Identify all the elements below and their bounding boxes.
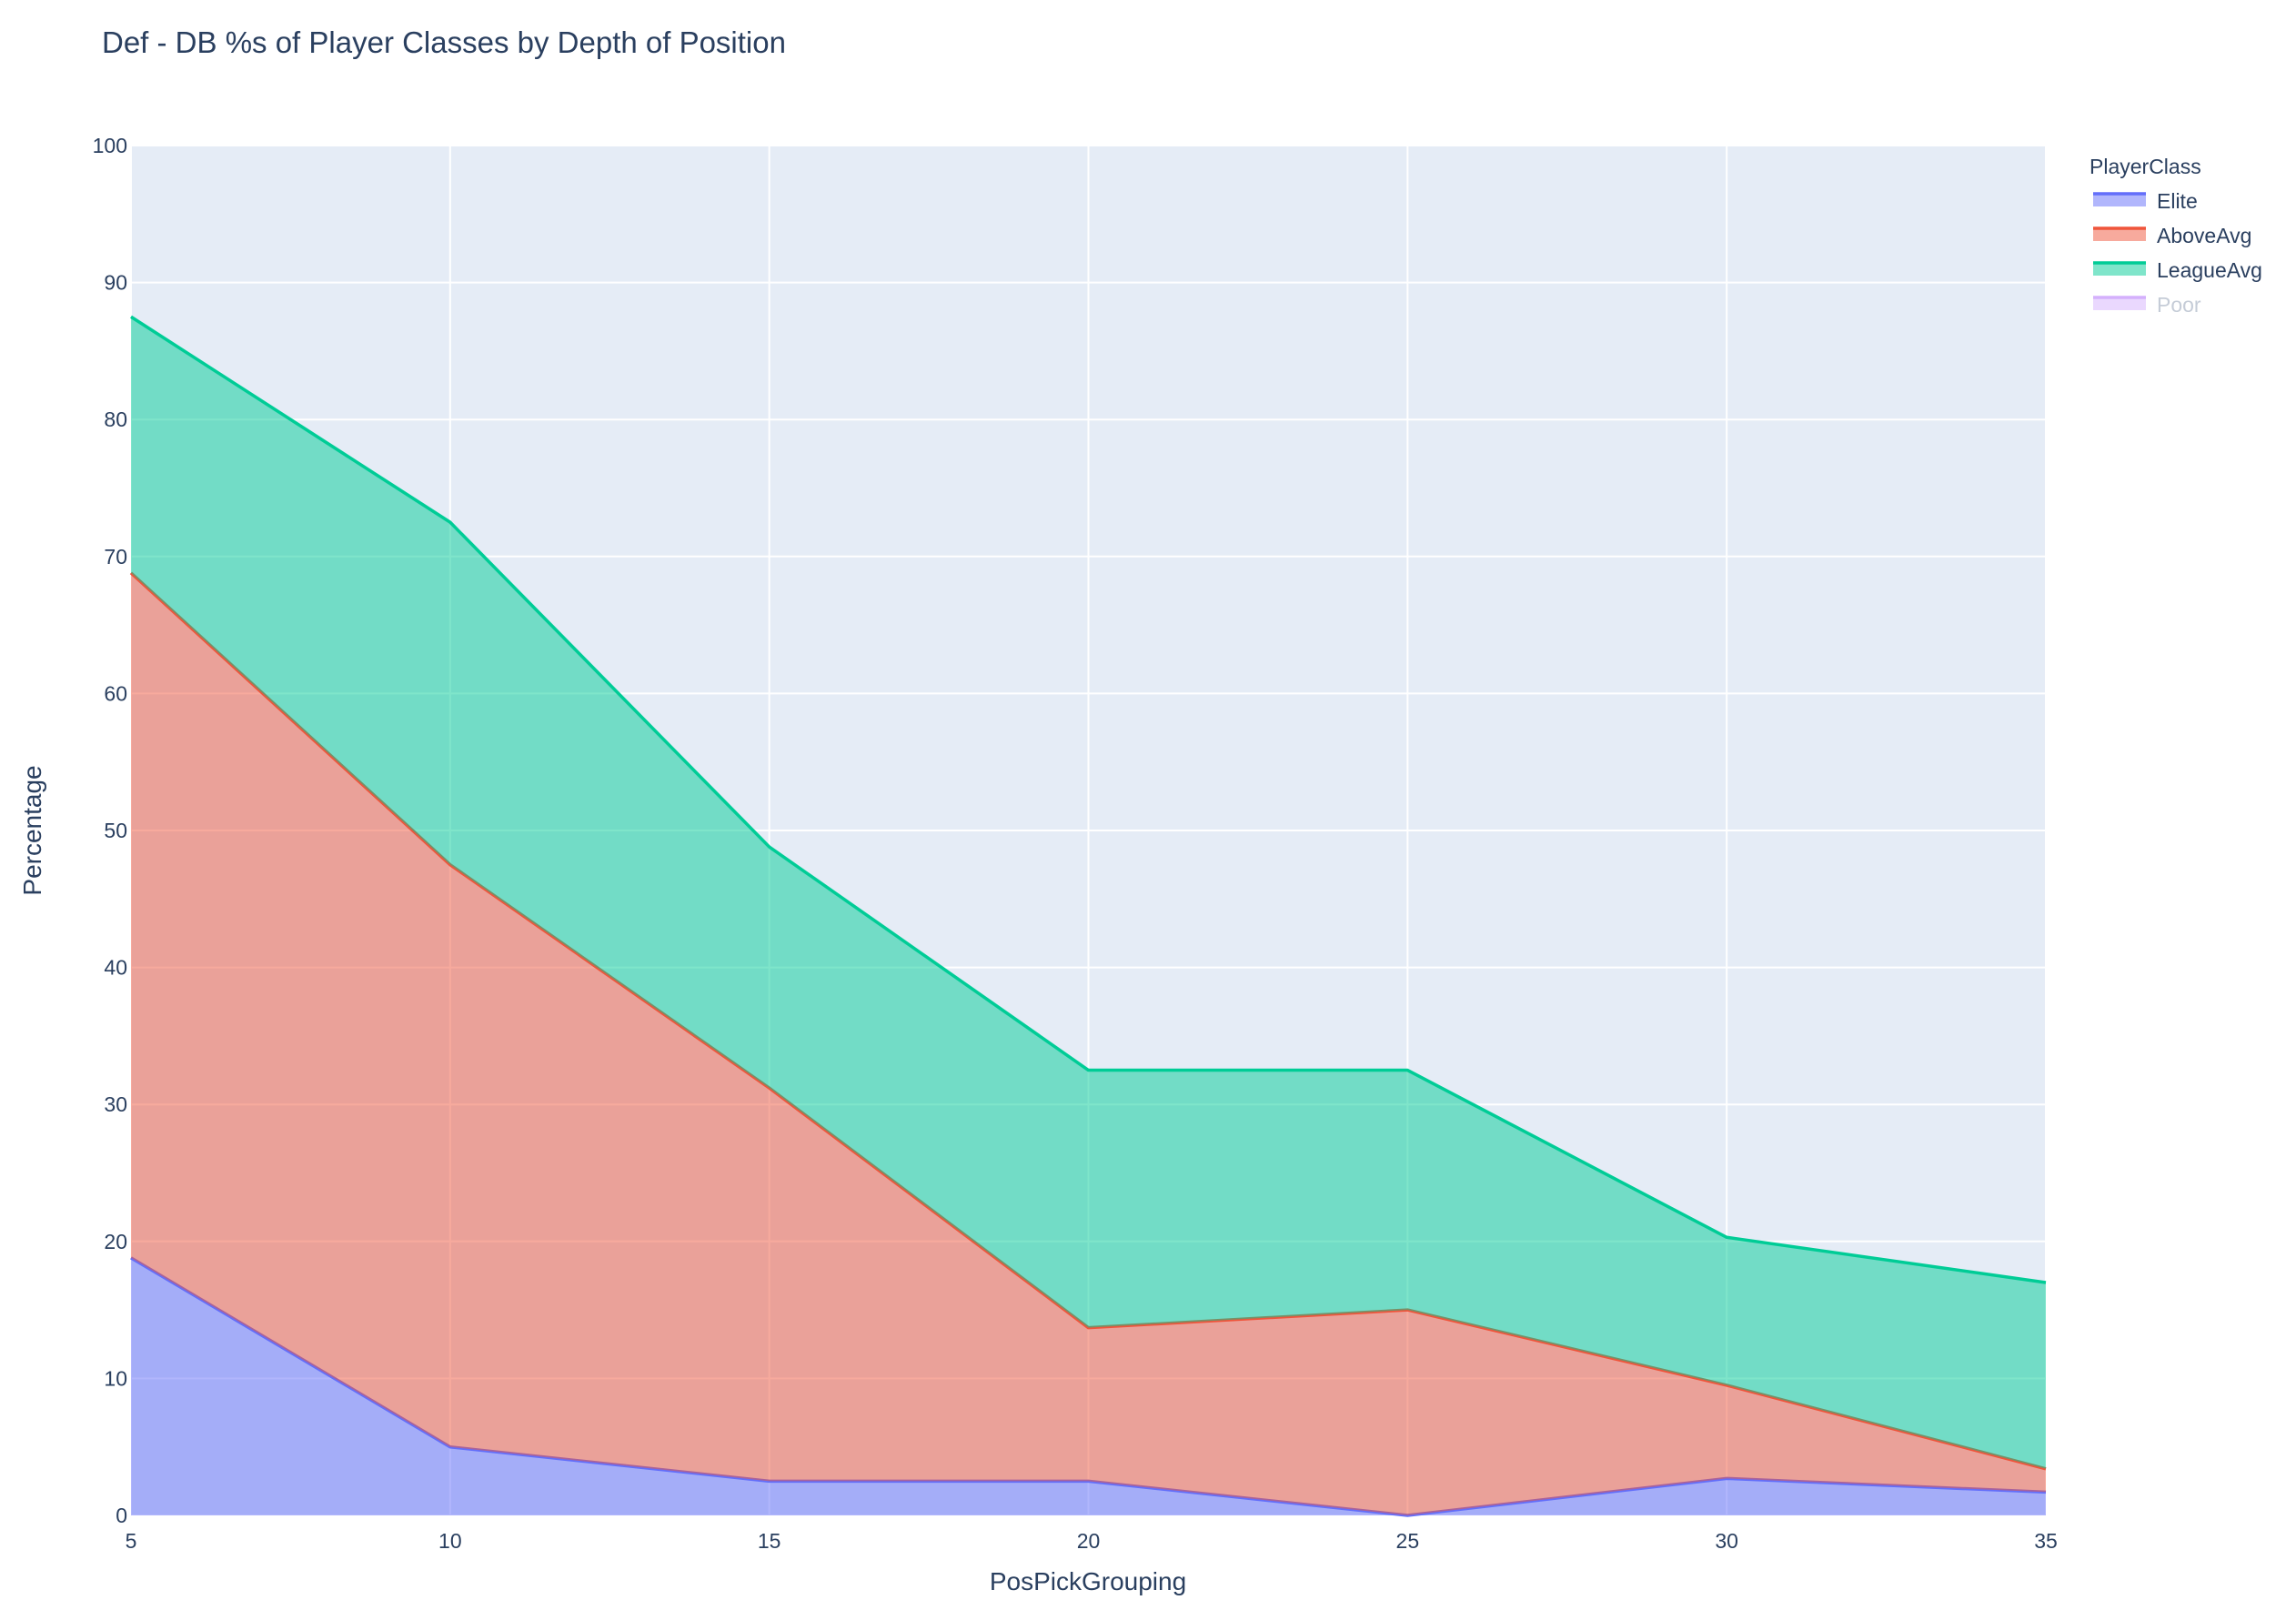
- y-tick-label: 70: [104, 545, 127, 569]
- legend-swatch: [2093, 194, 2146, 206]
- legend-label: Poor: [2157, 293, 2201, 317]
- axis-ticks: 0 10 20 30 40 50 60 70 80 90 100 5 10 15 20 25 30 35: [93, 134, 2058, 1553]
- area-traces: [129, 315, 2047, 1517]
- y-tick-label: 60: [104, 681, 127, 705]
- x-tick-label: 35: [2034, 1529, 2058, 1553]
- y-tick-label: 80: [104, 408, 127, 431]
- y-tick-label: 40: [104, 956, 127, 980]
- y-axis-title: Percentage: [18, 765, 46, 895]
- legend-label: AboveAvg: [2157, 224, 2251, 247]
- line-leagueavg: [130, 315, 2047, 1284]
- area-elite: [131, 1257, 2046, 1515]
- y-tick-label: 100: [93, 134, 127, 157]
- area-aboveavg: [131, 572, 2046, 1515]
- legend[interactable]: PlayerClass Elite AboveAvg LeagueAvg Poor: [2090, 155, 2262, 317]
- x-tick-label: 5: [126, 1529, 137, 1553]
- legend-item-elite[interactable]: Elite: [2093, 189, 2198, 213]
- x-tick-label: 30: [1715, 1529, 1738, 1553]
- legend-item-aboveavg[interactable]: AboveAvg: [2093, 224, 2251, 247]
- area-leagueavg: [131, 317, 2046, 1469]
- chart-title: Def - DB %s of Player Classes by Depth o…: [102, 25, 786, 59]
- y-tick-label: 0: [116, 1504, 127, 1527]
- x-axis-title: PosPickGrouping: [990, 1567, 1186, 1595]
- legend-title: PlayerClass: [2090, 155, 2201, 178]
- x-tick-label: 20: [1077, 1529, 1101, 1553]
- legend-item-poor[interactable]: Poor: [2093, 293, 2201, 317]
- legend-swatch: [2093, 297, 2146, 310]
- legend-swatch: [2093, 228, 2146, 241]
- y-tick-label: 90: [104, 271, 127, 295]
- y-tick-label: 20: [104, 1230, 127, 1253]
- legend-item-leagueavg[interactable]: LeagueAvg: [2093, 258, 2262, 282]
- legend-label: LeagueAvg: [2157, 258, 2262, 282]
- x-tick-label: 25: [1396, 1529, 1420, 1553]
- y-tick-label: 30: [104, 1092, 127, 1116]
- y-tick-label: 50: [104, 819, 127, 842]
- legend-label: Elite: [2157, 189, 2198, 213]
- x-tick-label: 15: [758, 1529, 781, 1553]
- x-tick-label: 10: [438, 1529, 462, 1553]
- y-tick-label: 10: [104, 1366, 127, 1390]
- legend-swatch: [2093, 263, 2146, 276]
